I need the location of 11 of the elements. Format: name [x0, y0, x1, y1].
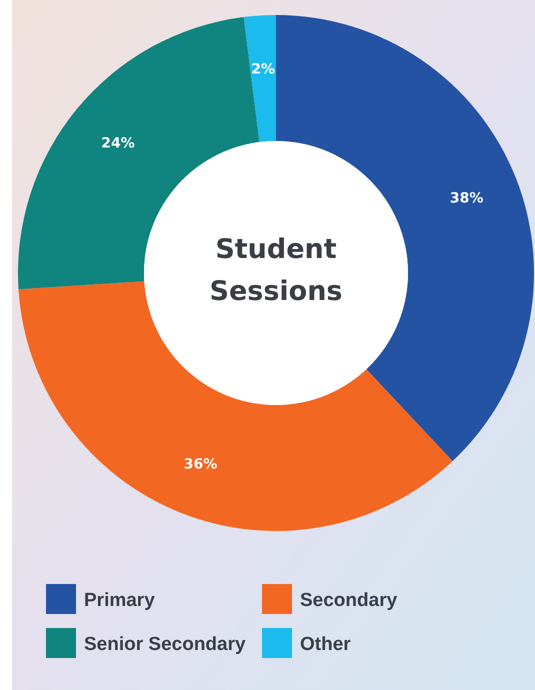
legend-label: Other — [300, 634, 352, 655]
data-label: 36% — [184, 456, 218, 473]
legend-label: Secondary — [300, 590, 398, 611]
donut-slice — [18, 281, 453, 531]
data-label: 2% — [251, 61, 276, 78]
data-label: 24% — [101, 135, 135, 152]
legend-label: Primary — [84, 590, 156, 611]
legend-label: Senior Secondary — [84, 634, 246, 655]
data-label: 38% — [450, 190, 484, 207]
text: Student Sessions — [210, 234, 342, 307]
donut-slice — [244, 15, 276, 142]
